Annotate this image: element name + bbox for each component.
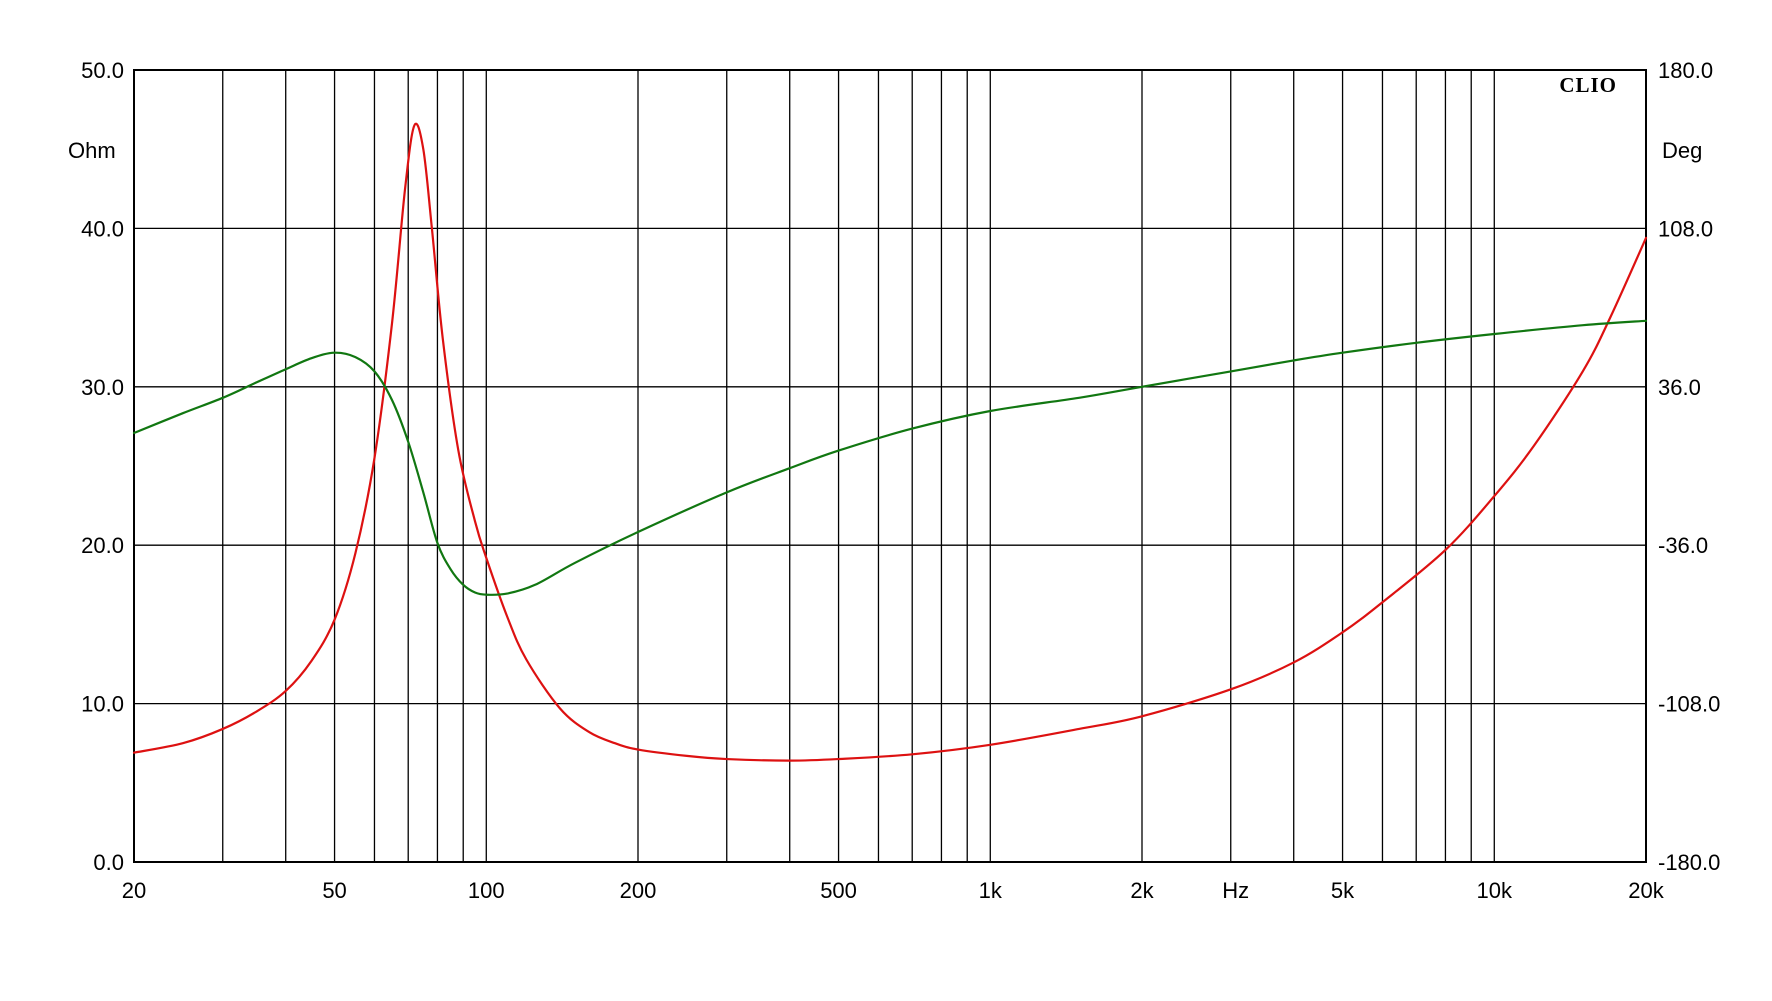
y-right-unit-label: Deg [1662,138,1702,163]
labels-layer: 20 50 100 200 500 1k 2k 5k 10k 20k Hz 0.0 10.0 20.0 30… [81,58,1720,903]
y-right-tick-label: -180.0 [1658,850,1720,875]
plot-frame [133,69,1647,863]
y-right-tick-label: 180.0 [1658,58,1713,83]
x-tick-label: 100 [468,878,505,903]
series-layer [132,122,1648,762]
y-left-tick-label: 0.0 [93,850,124,875]
x-tick-label: 1k [979,878,1003,903]
y-left-tick-label: 40.0 [81,216,124,241]
y-left-tick-label: 20.0 [81,533,124,558]
y-left-tick-label: 30.0 [81,375,124,400]
x-tick-label: 200 [620,878,657,903]
x-tick-label: 20k [1628,878,1664,903]
x-tick-label: 500 [820,878,857,903]
clio-brand-label: CLIO [1559,73,1617,97]
x-tick-label: 10k [1477,878,1513,903]
x-tick-label: 20 [122,878,146,903]
impedance-curve [132,122,1648,762]
y-left-unit-label: Ohm [68,138,116,163]
y-left-tick-label: 10.0 [81,692,124,717]
y-right-tick-label: 108.0 [1658,216,1713,241]
y-right-tick-label: -36.0 [1658,533,1708,558]
major-gridlines [134,70,1646,862]
x-tick-label: 50 [322,878,346,903]
x-unit-label: Hz [1222,878,1249,903]
x-tick-label: 5k [1331,878,1355,903]
minor-gridlines [222,70,1472,862]
y-right-tick-label: 36.0 [1658,375,1701,400]
y-left-tick-label: 50.0 [81,58,124,83]
y-right-tick-label: -108.0 [1658,692,1720,717]
x-tick-label: 2k [1130,878,1154,903]
phase-curve [132,319,1648,596]
